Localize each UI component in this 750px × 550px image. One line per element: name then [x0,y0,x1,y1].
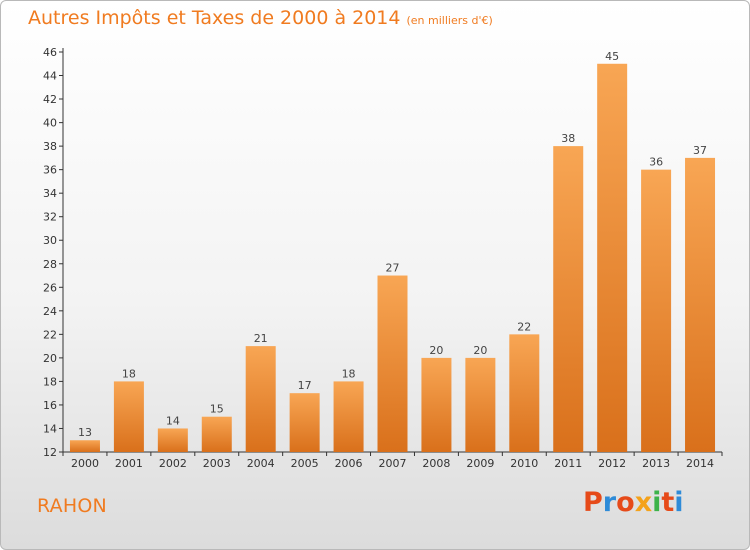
y-tick-label: 30 [43,234,57,247]
x-tick-label-2008: 2008 [422,457,450,470]
bar-2000 [69,440,100,452]
y-tick-label: 36 [43,164,57,177]
value-label-2010: 22 [517,320,531,333]
value-label-2003: 15 [210,403,224,416]
logo-letter: x [634,487,653,518]
y-tick-label: 22 [43,328,57,341]
commune-name: RAHON [37,495,107,517]
y-tick-label: 18 [43,375,57,388]
logo-letter: o [616,487,635,518]
y-tick-label: 46 [43,46,57,59]
bar-2006 [333,381,364,452]
value-label-2013: 36 [649,156,663,169]
y-axis: 12 14 16 18 20 22 24 26 28 30 32 34 36 38 40 42 44 46 [43,46,64,459]
y-tick-label: 38 [43,140,57,153]
x-tick-label-2003: 2003 [203,457,231,470]
x-axis: 2000 2001 2002 2003 2004 2005 2006 2007 2008 2009… [62,451,723,470]
bar-2009 [465,357,496,452]
y-tick-label: 14 [43,422,57,435]
bars [69,63,716,452]
x-tick-label-2005: 2005 [291,457,319,470]
chart-title-unit: (en milliers d'€) [406,14,493,27]
x-tick-label-2012: 2012 [598,457,626,470]
x-tick-label-2011: 2011 [554,457,582,470]
bar-2007 [377,275,408,452]
bar-2001 [113,381,144,452]
value-label-2006: 18 [342,367,356,380]
value-label-2007: 27 [386,262,400,275]
y-tick-label: 12 [43,446,57,459]
bar-2014 [685,157,716,452]
bar-2003 [201,416,232,452]
value-label-2012: 45 [605,50,619,63]
bar-2005 [289,393,320,452]
x-tick-label-2009: 2009 [466,457,494,470]
y-tick-label: 24 [43,305,57,318]
x-tick-label-2013: 2013 [642,457,670,470]
logo-letter: t [661,487,675,518]
y-tick-label: 20 [43,352,57,365]
y-tick-label: 16 [43,399,57,412]
value-label-2004: 21 [254,332,268,345]
bar-2008 [421,357,452,452]
y-tick-label: 32 [43,211,57,224]
logo-letter: i [652,487,662,518]
y-tick-label: 44 [43,70,57,83]
y-tick-label: 28 [43,258,57,271]
value-label-2008: 20 [429,344,443,357]
bar-2004 [245,346,276,452]
x-tick-label-2000: 2000 [71,457,99,470]
proxiti-logo[interactable]: Proxiti [583,487,684,518]
value-label-2001: 18 [122,367,136,380]
value-label-2002: 14 [166,414,180,427]
logo-letter: r [602,487,617,518]
value-label-2014: 37 [693,144,707,157]
x-tick-label-2007: 2007 [379,457,407,470]
x-tick-label-2010: 2010 [510,457,538,470]
y-tick-label: 40 [43,117,57,130]
y-tick-label: 42 [43,93,57,106]
x-tick-label-2002: 2002 [159,457,187,470]
y-tick-label: 34 [43,187,57,200]
value-label-2005: 17 [298,379,312,392]
value-label-2000: 13 [78,426,92,439]
value-label-2011: 38 [561,132,575,145]
x-tick-label-2001: 2001 [115,457,143,470]
logo-letter: i [674,487,684,518]
bar-2011 [553,146,584,452]
data-labels: 13 18 14 15 21 17 18 27 20 20 22 38 45 36 37 [78,50,707,439]
logo-letter: P [583,487,603,518]
bar-2013 [641,169,672,452]
x-tick-label-2004: 2004 [247,457,275,470]
x-tick-label-2006: 2006 [335,457,363,470]
value-label-2009: 20 [473,344,487,357]
bar-2012 [597,63,628,452]
chart-title: Autres Impôts et Taxes de 2000 à 2014 (en… [28,7,493,29]
chart-title-text: Autres Impôts et Taxes de 2000 à 2014 [28,7,401,29]
bar-2002 [157,428,188,452]
y-tick-label: 26 [43,281,57,294]
x-tick-label-2014: 2014 [686,457,714,470]
bar-2010 [509,334,540,452]
